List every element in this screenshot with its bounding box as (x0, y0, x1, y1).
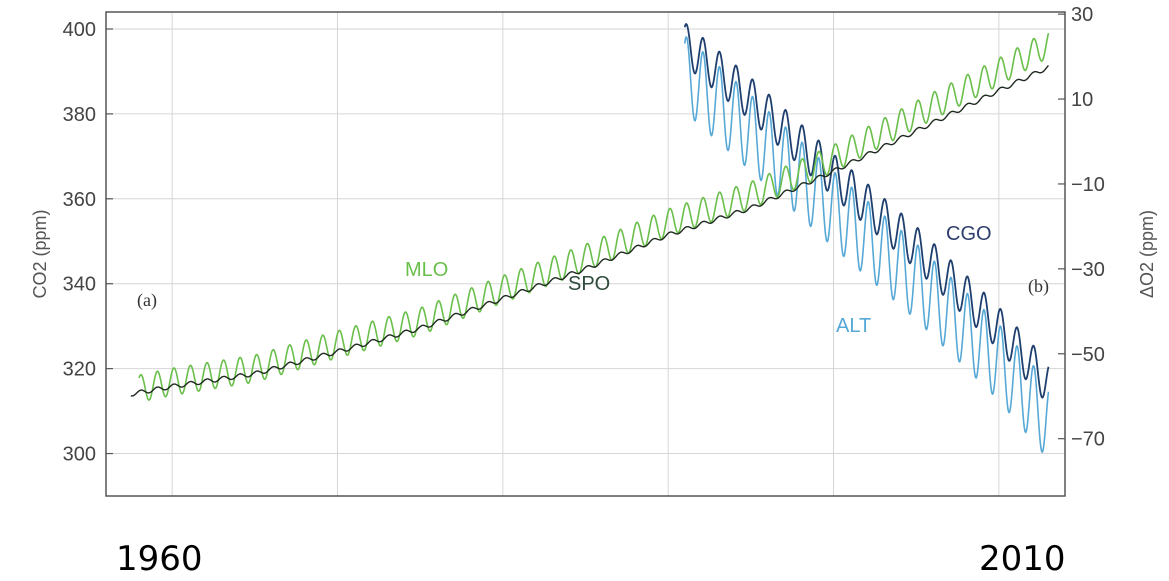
series-line-alt (683, 36, 1050, 454)
right-axis-ticks: 30 10 −10 −30 −50 −70 (1058, 4, 1105, 451)
series-label-spo: SPO (568, 273, 610, 295)
right-tick-label: −50 (1071, 344, 1105, 366)
left-tick-label: 380 (63, 104, 96, 126)
series-label-cgo: CGO (946, 223, 992, 245)
left-tick-label: 320 (63, 359, 96, 381)
panel-label-a: (a) (137, 290, 157, 311)
series-label-mlo: MLO (405, 259, 448, 281)
series-label-alt: ALT (836, 315, 871, 337)
left-axis-ticks: 300 320 340 360 380 400 (63, 19, 113, 466)
x-label-1960: 1960 (116, 539, 203, 579)
right-tick-label: −10 (1071, 174, 1105, 196)
panel-label-b: (b) (1028, 276, 1049, 297)
series-line-cgo (683, 23, 1050, 399)
series-line-spo (130, 65, 1049, 397)
left-tick-label: 340 (63, 274, 96, 296)
right-axis-title: ΔO2 (ppm) (1137, 210, 1157, 298)
series-layer (130, 23, 1050, 454)
left-axis-title: CO2 (ppm) (30, 209, 50, 298)
grid (106, 12, 1065, 496)
x-label-2010: 2010 (979, 539, 1066, 579)
series-line-mlo (138, 33, 1050, 401)
left-tick-label: 360 (63, 189, 96, 211)
right-tick-label: 10 (1071, 89, 1093, 111)
right-tick-label: −70 (1071, 429, 1105, 451)
plot-frame (105, 11, 1066, 497)
right-tick-label: 30 (1071, 4, 1093, 26)
left-tick-label: 400 (63, 19, 96, 41)
right-tick-label: −30 (1071, 259, 1105, 281)
left-tick-label: 300 (63, 444, 96, 466)
